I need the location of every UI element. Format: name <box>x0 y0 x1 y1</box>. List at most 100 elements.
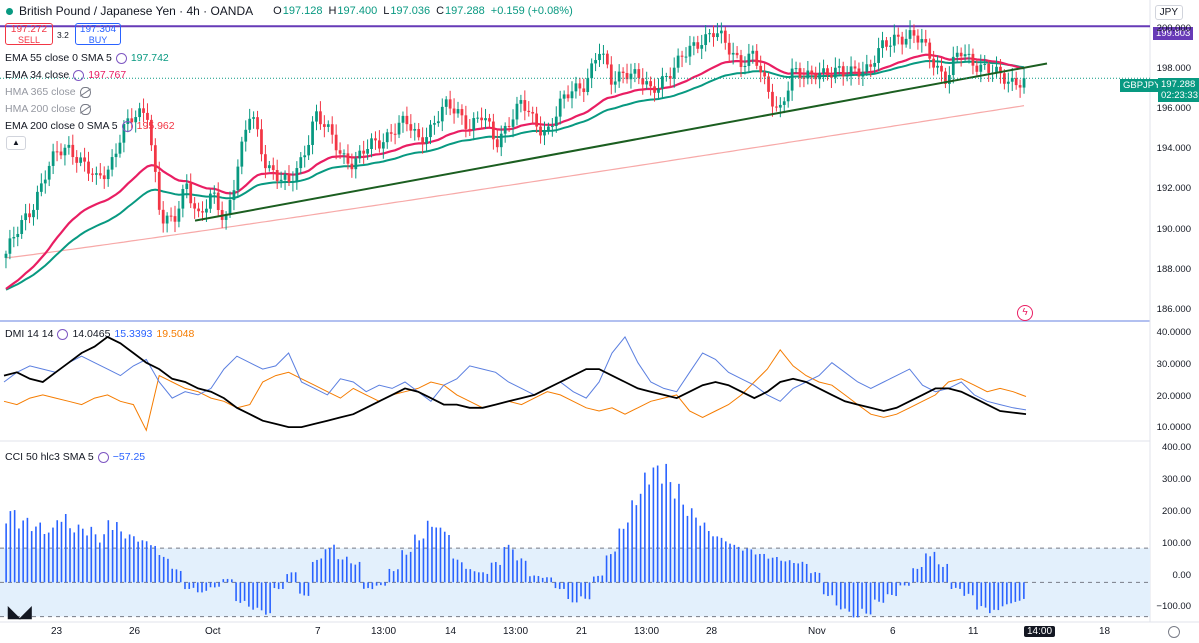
candle-body <box>853 66 857 69</box>
candle-body <box>932 58 936 68</box>
ohlc-low-label: L <box>383 5 390 17</box>
candle-body <box>138 108 141 118</box>
settings-icon[interactable] <box>115 52 127 64</box>
candle-body <box>664 76 668 78</box>
legend-ema34[interactable]: EMA 34 close 197.767 <box>5 69 126 81</box>
price-tick: 194.000 <box>1156 143 1191 154</box>
ohlc-open-label: O <box>273 5 282 17</box>
symbol-title[interactable]: British Pound / Japanese Yen · 4h · OAND… <box>19 4 254 18</box>
candle-body <box>232 190 236 201</box>
legend-hma200[interactable]: HMA 200 close <box>5 103 91 115</box>
candle-body <box>586 78 590 92</box>
candle-body <box>865 64 869 72</box>
lightning-alert-icon[interactable]: ϟ <box>1017 305 1033 321</box>
candle-body <box>319 111 322 125</box>
candle-body <box>735 52 739 56</box>
legend-ema55[interactable]: EMA 55 close 0 SMA 5 197.742 <box>5 52 169 64</box>
candle-body <box>979 64 983 72</box>
ema34-line <box>5 53 1025 290</box>
candle-body <box>892 34 896 46</box>
legend-hma365[interactable]: HMA 365 close <box>5 86 91 98</box>
candle-body <box>845 75 849 77</box>
candle-body <box>212 192 216 194</box>
candle-body <box>641 78 645 85</box>
time-tick: Oct <box>205 626 221 637</box>
candle-body <box>558 98 562 117</box>
candle-body <box>590 63 594 79</box>
candle-body <box>59 151 63 156</box>
candle-body <box>193 203 197 209</box>
candle-body <box>841 66 845 77</box>
time-tick: 13:00 <box>634 626 660 637</box>
time-axis[interactable]: 23 26 Oct 7 13:00 14 13:00 21 13:00 28 N… <box>0 626 1150 643</box>
adx-line <box>3 335 1027 429</box>
candle-body <box>507 125 511 127</box>
candle-body <box>645 81 649 85</box>
candle-body <box>429 124 432 138</box>
candle-body <box>150 119 153 146</box>
candle-body <box>598 53 601 61</box>
candle-body <box>826 68 829 76</box>
candle-body <box>719 30 723 34</box>
tradingview-logo[interactable]: ◣◢ <box>8 602 32 622</box>
candle-body <box>448 99 452 109</box>
candle-body <box>649 81 652 87</box>
candle-body <box>786 90 790 102</box>
buy-button[interactable]: 197.304 BUY <box>75 23 121 45</box>
candle-body <box>672 67 676 79</box>
candle-body <box>680 55 684 57</box>
time-tick: 11 <box>968 626 979 637</box>
chart-settings-icon[interactable] <box>1168 626 1180 638</box>
candle-body <box>173 216 177 222</box>
ohlc-change: +0.159 (+0.08%) <box>490 5 573 17</box>
candle-body <box>751 50 755 54</box>
legend-ema34-value: 197.767 <box>88 69 127 81</box>
settings-icon[interactable] <box>121 120 133 132</box>
settings-icon[interactable] <box>57 328 69 340</box>
candle-body <box>205 208 208 213</box>
candle-body <box>688 45 692 57</box>
legend-ema200[interactable]: EMA 200 close 0 SMA 5 195.962 <box>5 120 175 132</box>
settings-icon[interactable] <box>73 69 85 81</box>
candle-body <box>169 215 173 217</box>
candle-body <box>83 157 86 162</box>
candle-body <box>975 65 979 72</box>
candle-body <box>849 66 853 76</box>
ohlc-close-label: C <box>436 5 445 17</box>
collapse-legend-button[interactable]: ▲ <box>6 136 26 150</box>
legend-ema55-value: 197.742 <box>130 52 169 64</box>
candle-body <box>177 208 181 222</box>
hidden-eye-icon[interactable] <box>79 86 91 98</box>
candle-body <box>240 141 244 167</box>
candle-body <box>716 33 719 38</box>
resistance-price-tag: 199.803 <box>1153 27 1194 40</box>
candle-body <box>413 128 417 131</box>
candle-body <box>605 53 609 65</box>
legend-dmi[interactable]: DMI 14 14 14.0465 15.3393 19.5048 <box>5 328 194 340</box>
cci-tick: 400.00 <box>1161 442 1191 453</box>
candle-body <box>617 71 621 82</box>
candle-body <box>594 60 597 64</box>
candle-body <box>971 53 975 66</box>
symbol-tag: GBPJPY <box>1120 79 1164 92</box>
last-price-tag: 197.288 02:23:33 <box>1158 78 1199 102</box>
cci-tick: −100.00 <box>1156 601 1191 612</box>
candle-body <box>995 66 998 73</box>
sell-button[interactable]: 197.272 SELL <box>5 23 53 45</box>
currency-label[interactable]: JPY <box>1154 5 1183 20</box>
candle-body <box>165 215 169 224</box>
candle-body <box>570 91 574 99</box>
legend-cci[interactable]: CCI 50 hlc3 SMA 5 −57.25 <box>5 451 145 463</box>
candle-body <box>637 69 641 79</box>
candle-body <box>999 66 1002 74</box>
candle-body <box>924 39 928 43</box>
candle-body <box>629 73 633 80</box>
hidden-eye-icon[interactable] <box>79 103 91 115</box>
candle-body <box>539 126 542 136</box>
ohlc-low: 197.036 <box>390 5 431 17</box>
candle-body <box>208 193 212 209</box>
candle-body <box>102 175 106 180</box>
settings-icon[interactable] <box>97 451 109 463</box>
time-tick: 14 <box>445 626 457 637</box>
